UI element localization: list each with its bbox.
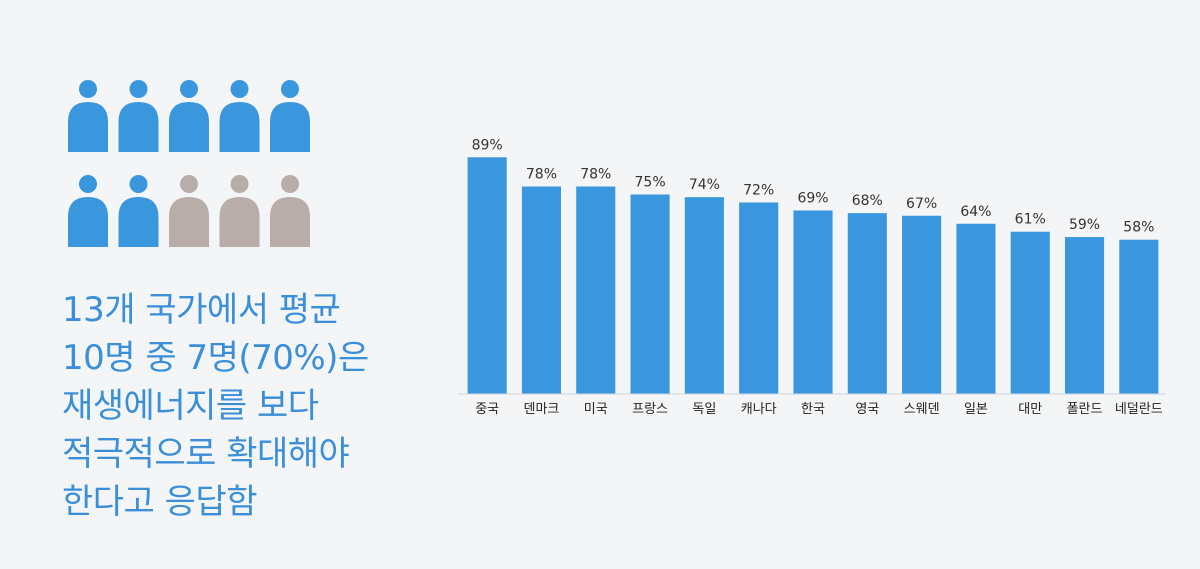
person-icon — [169, 175, 209, 247]
headline-line-1: 13개 국가에서 평균 — [62, 290, 341, 330]
person-icon — [169, 80, 209, 152]
category-label: 한국 — [801, 402, 825, 417]
category-label: 프랑스 — [632, 402, 668, 417]
chart-svg: 89% 중국 78% 덴마크 78% 미국 75% 프랑스 74% 독일 72% 캐나다 69% 한국 68… — [458, 137, 1166, 417]
bar — [467, 157, 507, 394]
value-label: 58% — [1123, 220, 1154, 236]
bar — [1010, 231, 1050, 394]
bar — [1119, 239, 1159, 394]
value-label: 64% — [960, 204, 991, 220]
category-label: 스웨덴 — [904, 402, 940, 417]
bar — [1064, 237, 1105, 394]
value-label: 67% — [906, 196, 937, 212]
category-label: 일본 — [964, 402, 988, 417]
value-label: 89% — [472, 137, 503, 153]
category-label: 캐나다 — [741, 402, 777, 417]
bar — [521, 186, 562, 394]
category-label: 폴란드 — [1067, 402, 1103, 417]
headline-line-4: 적극적으로 확대해야 — [62, 434, 350, 474]
category-label: 영국 — [855, 402, 879, 417]
category-label: 미국 — [584, 402, 608, 417]
bar-chart: 89% 중국 78% 덴마크 78% 미국 75% 프랑스 74% 독일 72% 캐나다 69% 한국 68… — [440, 110, 1180, 430]
person-icon — [68, 80, 108, 152]
value-label: 78% — [526, 167, 557, 183]
person-icon — [270, 175, 310, 247]
person-icon — [219, 80, 260, 152]
bar — [684, 197, 724, 394]
category-label: 중국 — [475, 402, 499, 417]
person-icon — [270, 80, 310, 152]
bar — [576, 186, 616, 394]
value-label: 74% — [689, 177, 720, 193]
bar — [847, 213, 887, 394]
bar — [630, 194, 670, 394]
person-icon — [219, 175, 260, 247]
category-label: 대만 — [1018, 402, 1042, 417]
headline: 13개 국가에서 평균 10명 중 7명(70%)은 재생에너지를 보다 적극적… — [62, 286, 422, 526]
pictogram-svg — [68, 80, 310, 247]
value-label: 78% — [580, 167, 611, 183]
person-icon — [118, 80, 159, 152]
category-label: 덴마크 — [524, 402, 560, 417]
value-label: 61% — [1015, 212, 1046, 228]
category-label: 네덜란드 — [1115, 402, 1163, 417]
value-label: 75% — [635, 175, 666, 191]
value-label: 72% — [743, 182, 774, 198]
person-icon — [118, 175, 159, 247]
headline-line-3: 재생에너지를 보다 — [62, 386, 319, 426]
bar — [793, 210, 833, 394]
people-pictogram — [62, 76, 322, 251]
person-icon — [68, 175, 108, 247]
bar — [956, 223, 996, 394]
headline-line-5: 한다고 응답함 — [62, 482, 258, 522]
value-label: 59% — [1069, 217, 1100, 233]
bar — [739, 202, 779, 394]
category-label: 독일 — [692, 402, 716, 417]
headline-line-2: 10명 중 7명(70%)은 — [62, 338, 369, 378]
bar — [902, 215, 942, 394]
value-label: 68% — [852, 193, 883, 209]
value-label: 69% — [797, 190, 828, 206]
